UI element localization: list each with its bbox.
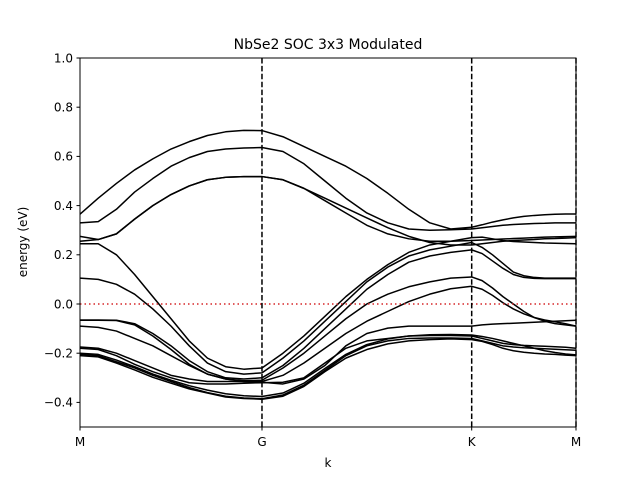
y-tick-label: 0.4 <box>54 199 73 213</box>
x-tick-label: M <box>75 435 85 449</box>
y-tick-label: 0.0 <box>54 297 73 311</box>
band-line <box>79 129 576 230</box>
x-tick-label: K <box>468 435 477 449</box>
y-tick-label: −0.2 <box>44 347 73 361</box>
band-line <box>79 285 577 383</box>
band-line <box>79 338 577 400</box>
band-line <box>80 276 577 382</box>
band-line <box>80 249 576 380</box>
chart-title: NbSe2 SOC 3x3 Modulated <box>234 37 423 53</box>
y-tick-label: 0.8 <box>54 101 73 115</box>
y-tick-label: 1.0 <box>54 51 73 65</box>
band-line <box>79 241 576 375</box>
band-line <box>79 175 577 246</box>
y-tick-label: −0.4 <box>44 396 73 410</box>
y-axis-ticks: −0.4 −0.2 0.0 0.2 0.4 0.6 0.8 1.0 <box>44 51 80 410</box>
band-line <box>79 333 577 398</box>
band-line <box>79 337 577 400</box>
x-axis-label: k <box>325 456 332 470</box>
y-axis-label: energy (eV) <box>16 207 30 278</box>
y-tick-label: 0.2 <box>54 248 73 262</box>
axes-frame <box>79 57 577 428</box>
x-tick-label: M <box>571 435 581 449</box>
band-line <box>79 146 576 231</box>
band-lines <box>79 129 577 400</box>
band-line <box>80 236 577 370</box>
band-line <box>79 319 577 385</box>
y-tick-label: 0.6 <box>54 150 73 164</box>
x-tick-label: G <box>257 435 266 449</box>
